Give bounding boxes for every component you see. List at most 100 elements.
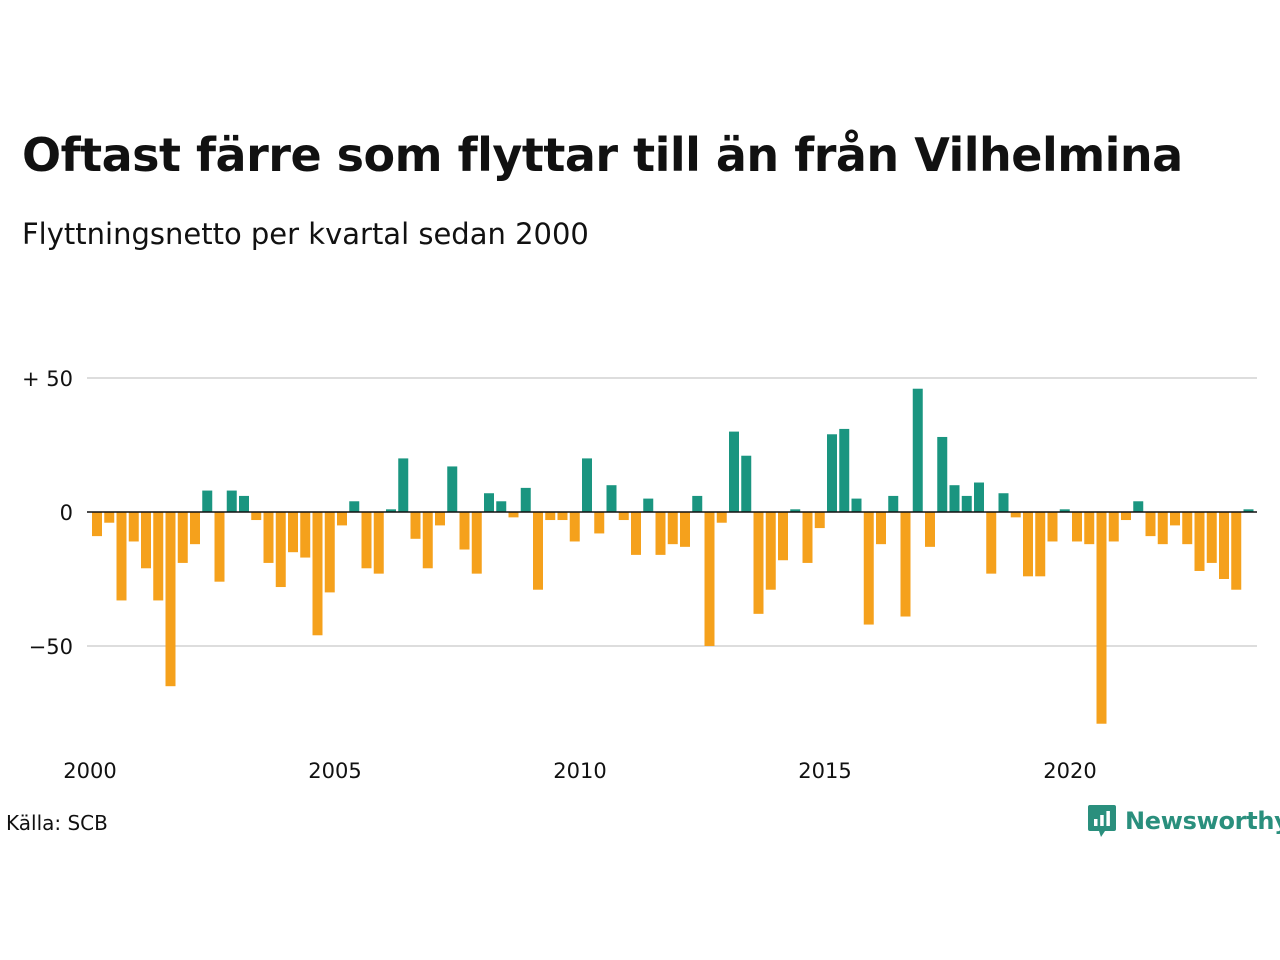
bar (827, 434, 837, 512)
bar (631, 512, 641, 555)
x-tick-label: 2015 (798, 759, 851, 783)
bar (937, 436, 948, 512)
bar (177, 512, 188, 563)
bar (386, 509, 396, 512)
y-tick-label: + 50 (22, 367, 73, 391)
bar (692, 495, 703, 512)
bar (1047, 512, 1058, 542)
bar (1194, 512, 1205, 571)
bar (324, 512, 335, 593)
bar (520, 487, 531, 512)
gridlines (87, 377, 1257, 647)
bar (1096, 512, 1107, 724)
bar (116, 512, 127, 601)
brand-logo: Newsworthy (1087, 803, 1280, 839)
bar (349, 501, 360, 512)
newsworthy-logo-icon (1088, 805, 1116, 837)
bar (839, 428, 850, 512)
bar (716, 512, 727, 523)
bar (814, 512, 825, 529)
bar (643, 498, 654, 512)
bar-chart: + 50 0 −50 2000 2005 2010 2015 2020 (22, 367, 1257, 783)
bar (398, 458, 409, 512)
bar (141, 512, 151, 569)
bar (986, 512, 997, 574)
bar (239, 495, 249, 512)
bar (1243, 509, 1254, 512)
bar (533, 512, 543, 590)
bar (1219, 512, 1229, 579)
bar (851, 498, 862, 512)
bar (704, 512, 715, 646)
bar (765, 512, 776, 590)
x-tick-label: 2005 (308, 759, 361, 783)
bar (288, 512, 298, 553)
bar (128, 512, 139, 542)
bar (312, 512, 323, 636)
source-note: Källa: SCB (6, 811, 108, 835)
bar (165, 512, 176, 687)
bar (790, 509, 801, 512)
bar (1010, 512, 1021, 518)
bar (361, 512, 372, 569)
bar (435, 512, 445, 526)
bar (974, 482, 984, 512)
bar (471, 512, 482, 574)
bar (190, 512, 200, 545)
bar (949, 485, 960, 512)
bar (447, 466, 458, 512)
bar (1231, 512, 1242, 590)
bar (888, 495, 899, 512)
bar (863, 512, 874, 625)
x-tick-label: 2010 (553, 759, 606, 783)
bar (655, 512, 666, 555)
bar (508, 512, 519, 518)
y-tick-label: 0 (60, 501, 73, 525)
bar (753, 512, 764, 614)
bar (263, 512, 274, 563)
bar (925, 512, 935, 547)
x-tick-label: 2020 (1043, 759, 1096, 783)
bar (1023, 512, 1033, 577)
bar (802, 512, 813, 563)
bar (912, 388, 923, 512)
chart-subtitle: Flyttningsnetto per kvartal sedan 2000 (22, 217, 589, 251)
bar (410, 512, 421, 539)
bar (545, 512, 556, 521)
bar (1133, 501, 1144, 512)
bar (1035, 512, 1046, 577)
chart-title: Oftast färre som flyttar till än från Vi… (22, 128, 1183, 182)
bar (153, 512, 164, 601)
bar (680, 512, 690, 547)
bar (1108, 512, 1119, 542)
bar (582, 458, 592, 512)
bar (373, 512, 384, 574)
bar (202, 490, 213, 512)
bar (900, 512, 911, 617)
bar (300, 512, 311, 558)
bar (961, 495, 972, 512)
bar (251, 512, 262, 521)
bar (667, 512, 678, 545)
bar (92, 512, 102, 537)
bar (1121, 512, 1131, 521)
x-tick-label: 2000 (63, 759, 116, 783)
bar (1170, 512, 1180, 526)
bar (998, 493, 1009, 512)
bar (459, 512, 470, 550)
bar (606, 485, 617, 512)
bars (92, 388, 1254, 724)
bar (226, 490, 237, 512)
bar (594, 512, 605, 534)
brand-name: Newsworthy (1125, 807, 1280, 835)
bar (1206, 512, 1217, 563)
bar (1072, 512, 1082, 542)
bar (618, 512, 629, 521)
x-axis-labels: 2000 2005 2010 2015 2020 (63, 759, 1096, 783)
bar (569, 512, 580, 542)
bar (496, 501, 507, 512)
bar (422, 512, 433, 569)
bar (1084, 512, 1095, 545)
bar (1145, 512, 1156, 537)
bar (557, 512, 568, 521)
